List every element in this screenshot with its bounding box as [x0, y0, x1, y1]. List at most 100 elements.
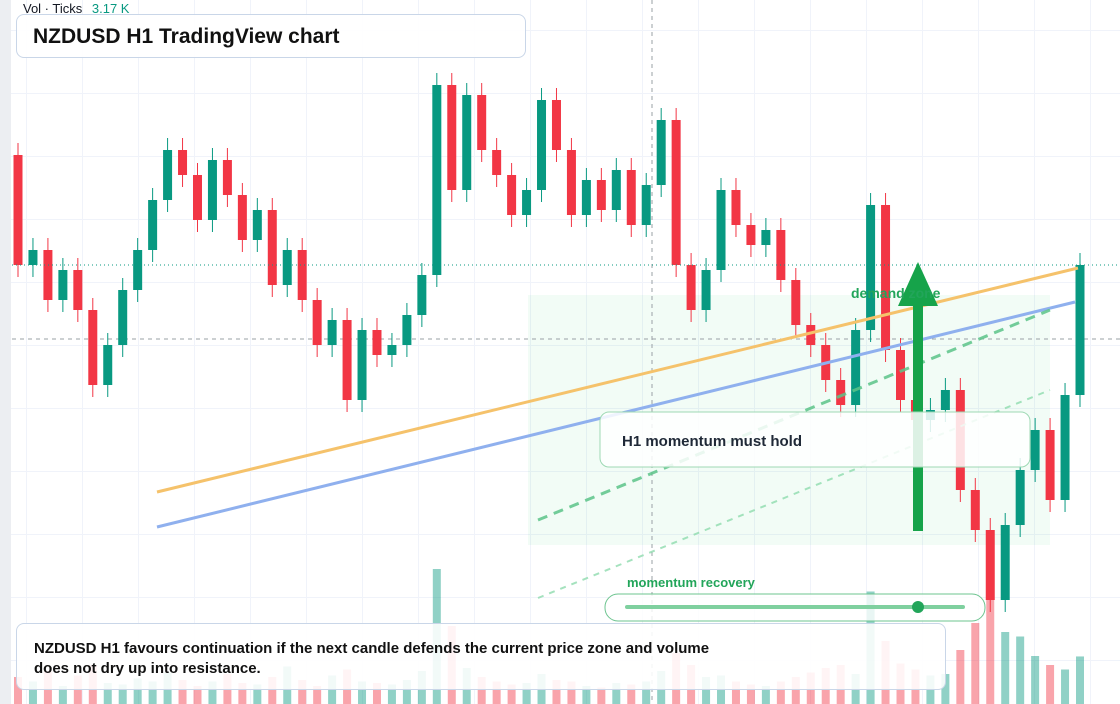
- candle-body: [402, 315, 412, 345]
- candle-body: [522, 190, 532, 215]
- volume-bar: [1016, 636, 1025, 704]
- candle-body: [492, 150, 502, 175]
- candle-body: [940, 390, 950, 410]
- candle-body: [222, 160, 232, 195]
- candle-body: [312, 300, 322, 345]
- candle-body: [761, 230, 771, 245]
- candle-body: [1030, 430, 1040, 470]
- candle-body: [267, 210, 277, 285]
- volume-bar: [1076, 656, 1084, 704]
- candle-body: [611, 170, 621, 210]
- candle-body: [896, 350, 906, 400]
- candle-body: [342, 320, 352, 400]
- volume-bar: [253, 684, 262, 704]
- volume-bar: [298, 680, 307, 704]
- candle-body: [297, 250, 307, 300]
- volume-bar: [477, 677, 486, 704]
- candle-body: [88, 310, 98, 385]
- volume-bar: [1031, 656, 1040, 704]
- candle-body: [1015, 470, 1025, 525]
- volume-bar: [313, 686, 322, 704]
- candle-body: [417, 275, 427, 315]
- candle-body: [372, 330, 382, 355]
- candle-body: [716, 190, 726, 270]
- candle-body: [148, 200, 158, 250]
- volume-bar: [731, 681, 740, 704]
- candle-body: [641, 185, 651, 225]
- candle-body: [566, 150, 576, 215]
- candle-body: [1075, 265, 1085, 395]
- volume-bar: [791, 677, 800, 704]
- candle-body: [282, 250, 292, 285]
- candle-body: [985, 530, 995, 600]
- volume-bar: [387, 684, 396, 704]
- candle-body: [477, 95, 487, 150]
- candle-body: [43, 250, 53, 300]
- candle-body: [192, 175, 202, 220]
- volume-bar: [103, 683, 112, 704]
- candle-body: [447, 85, 457, 190]
- slider-knob: [912, 601, 924, 613]
- candle-body: [507, 175, 517, 215]
- candle-body: [73, 270, 83, 310]
- candle-body: [806, 325, 816, 345]
- candle-body: [133, 250, 143, 290]
- callout-box: [599, 411, 1031, 468]
- volume-bar: [133, 678, 142, 704]
- candle-body: [626, 170, 636, 225]
- volume-bar: [986, 599, 995, 704]
- candles: [12, 73, 1120, 612]
- candle-body: [13, 155, 23, 265]
- volume-bar: [507, 684, 516, 704]
- volume-bar: [1061, 669, 1070, 704]
- candle-body: [537, 100, 547, 190]
- callout-text: H1 momentum must hold: [622, 433, 802, 450]
- candle-body: [701, 270, 711, 310]
- volume-bar: [567, 681, 576, 704]
- candle-body: [791, 280, 801, 325]
- volume-title: Vol · Ticks: [23, 1, 83, 16]
- slider-label: momentum recovery: [627, 575, 756, 590]
- volume-bar: [612, 683, 621, 704]
- volume-bar: [552, 680, 561, 704]
- volume-bar: [597, 687, 606, 704]
- candle-body: [731, 190, 741, 225]
- candle-body: [118, 290, 128, 345]
- volume-bar: [702, 677, 711, 704]
- title-box: NZDUSD H1 TradingView chart: [16, 14, 526, 58]
- note-text: NZDUSD H1 favours continuation if the ne…: [34, 640, 710, 677]
- volume-bar: [582, 686, 591, 704]
- candle-body: [432, 85, 442, 275]
- candle-body: [103, 345, 113, 385]
- candle-body: [851, 330, 861, 405]
- candle-body: [462, 95, 472, 190]
- candle-body: [656, 120, 666, 185]
- candle-body: [178, 150, 188, 175]
- candle-body: [387, 345, 397, 355]
- candle-body: [776, 230, 786, 280]
- candle-body: [551, 100, 561, 150]
- volume-bar: [761, 686, 770, 704]
- volume-bar: [193, 686, 202, 704]
- volume-bar: [148, 681, 157, 704]
- note-box: NZDUSD H1 favours continuation if the ne…: [16, 623, 946, 690]
- volume-bar: [178, 680, 187, 704]
- volume-bar: [58, 686, 67, 704]
- volume-bar: [28, 681, 37, 704]
- candle-body: [1060, 395, 1070, 500]
- volume-bar: [1046, 665, 1055, 704]
- candle-body: [881, 205, 891, 350]
- zone-label: demand zone: [851, 285, 941, 301]
- candle-body: [28, 250, 38, 265]
- candle-body: [163, 150, 173, 200]
- volume-bar: [941, 674, 950, 704]
- volume-bar: [238, 683, 247, 704]
- candle-body: [671, 120, 681, 265]
- volume-bar: [522, 683, 531, 704]
- volume-bar: [14, 677, 22, 704]
- candle-body: [1045, 430, 1055, 500]
- volume-bar: [208, 681, 217, 704]
- volume-legend: Vol · Ticks 3.17 K: [23, 1, 129, 16]
